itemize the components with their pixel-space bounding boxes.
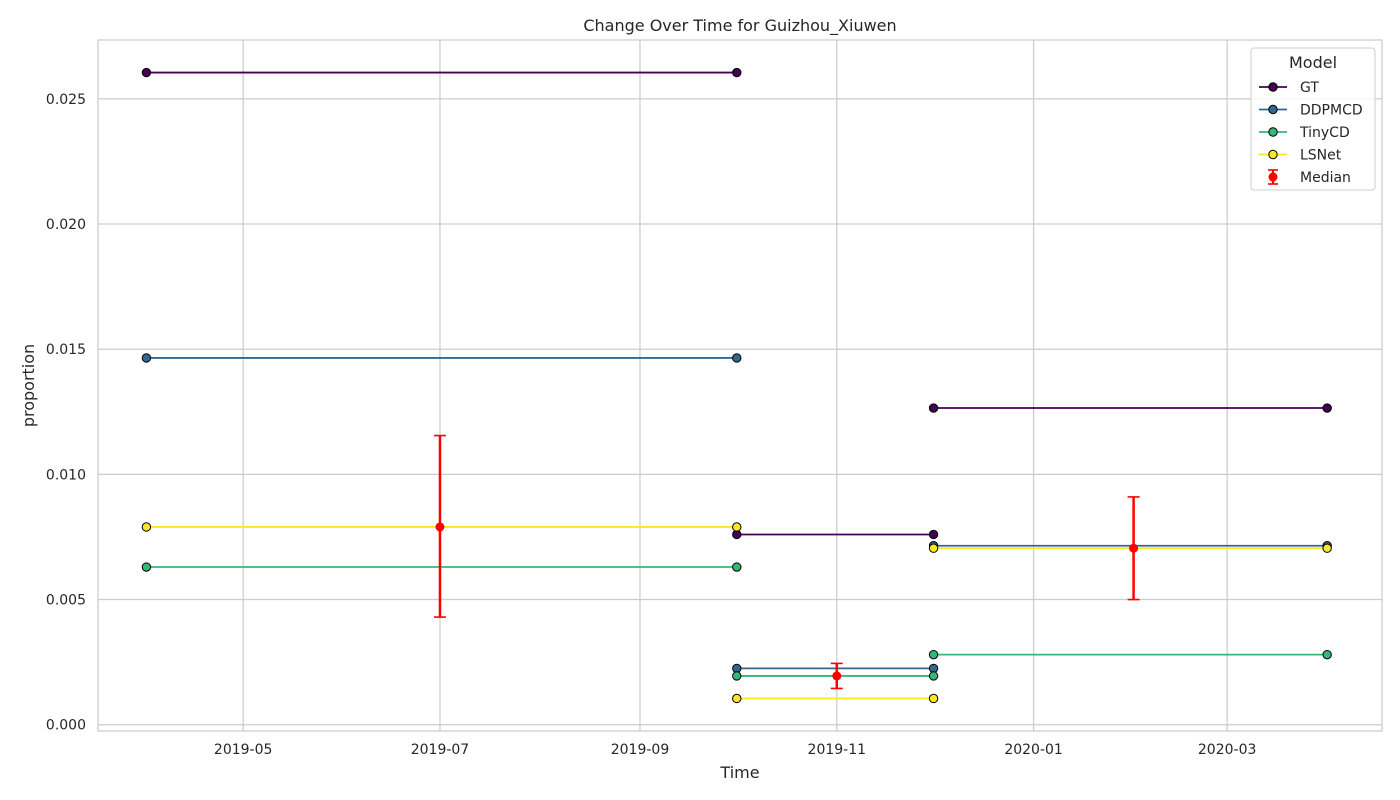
x-tick-label: 2019-11 — [808, 742, 867, 758]
data-point-tinycd — [732, 671, 742, 681]
data-point-lsnet — [1322, 543, 1332, 553]
median-point — [435, 522, 445, 532]
x-axis-title: Time — [719, 763, 759, 782]
data-point-tinycd — [1322, 649, 1332, 660]
series-layer — [141, 67, 1332, 704]
data-point-gt — [1322, 403, 1332, 413]
legend-label: LSNet — [1300, 148, 1342, 164]
y-axis-ticks: 0.000 0.005 0.010 0.015 0.020 0.025 — [46, 92, 86, 734]
legend-label: DDPMCD — [1300, 103, 1363, 119]
legend-label: TinyCD — [1299, 125, 1350, 141]
legend-label: Median — [1300, 170, 1351, 186]
y-tick-label: 0.025 — [46, 92, 86, 108]
x-tick-label: 2020-01 — [1004, 742, 1063, 758]
median-errorbar — [830, 662, 843, 690]
data-point-lsnet — [141, 522, 152, 532]
y-tick-label: 0.015 — [46, 342, 86, 358]
data-point-ddpmcd — [732, 353, 742, 363]
data-point-gt — [732, 67, 742, 78]
legend-item-gt: GT — [1259, 80, 1319, 96]
legend-item-lsnet: LSNet — [1259, 148, 1342, 164]
x-tick-label: 2019-05 — [214, 742, 273, 758]
data-point-lsnet — [928, 693, 939, 704]
data-point-lsnet — [732, 522, 742, 532]
data-point-lsnet — [732, 693, 742, 704]
median-errorbar — [1127, 496, 1140, 601]
median-point — [832, 671, 842, 681]
legend-item-median: Median — [1268, 169, 1351, 186]
x-tick-label: 2019-07 — [411, 742, 470, 758]
series-gt — [141, 67, 1332, 540]
data-point-gt — [928, 403, 939, 413]
y-tick-label: 0.000 — [46, 718, 86, 734]
data-point-tinycd — [732, 562, 742, 572]
chart-title: Change Over Time for Guizhou_Xiuwen — [583, 16, 896, 36]
data-point-gt — [141, 67, 152, 78]
grid — [98, 40, 1382, 731]
x-tick-label: 2019-09 — [611, 742, 670, 758]
median-errorbar — [433, 434, 446, 618]
legend: Model GT DDPMCD TinyCD LSNet Median — [1250, 47, 1376, 191]
legend-title: Model — [1289, 53, 1337, 72]
median-point — [1129, 543, 1139, 553]
x-axis-ticks: 2019-05 2019-07 2019-09 2019-11 2020-01 2020-… — [214, 742, 1256, 758]
y-axis-title: proportion — [19, 344, 38, 427]
series-tinycd — [141, 562, 1332, 681]
y-tick-label: 0.005 — [46, 593, 86, 609]
data-point-ddpmcd — [141, 353, 152, 363]
legend-items: GT DDPMCD TinyCD LSNet Median — [1259, 80, 1363, 186]
legend-swatch-marker — [1268, 82, 1278, 92]
data-point-tinycd — [141, 562, 152, 572]
data-point-gt — [928, 529, 939, 540]
legend-item-ddpmcd: DDPMCD — [1259, 103, 1363, 119]
legend-swatch-marker — [1268, 127, 1278, 137]
legend-item-tinycd: TinyCD — [1259, 125, 1350, 141]
median-layer — [433, 434, 1140, 690]
series-ddpmcd — [141, 353, 1332, 674]
plot-frame — [97, 39, 1383, 732]
x-tick-label: 2020-03 — [1198, 742, 1257, 758]
data-point-tinycd — [928, 649, 939, 660]
legend-swatch-marker — [1268, 149, 1278, 160]
data-point-lsnet — [928, 543, 939, 553]
legend-swatch-marker — [1268, 172, 1278, 182]
data-point-tinycd — [928, 671, 939, 681]
legend-swatch-marker — [1268, 104, 1278, 115]
legend-label: GT — [1300, 80, 1319, 96]
y-tick-label: 0.020 — [46, 217, 86, 233]
y-tick-label: 0.010 — [46, 467, 86, 483]
